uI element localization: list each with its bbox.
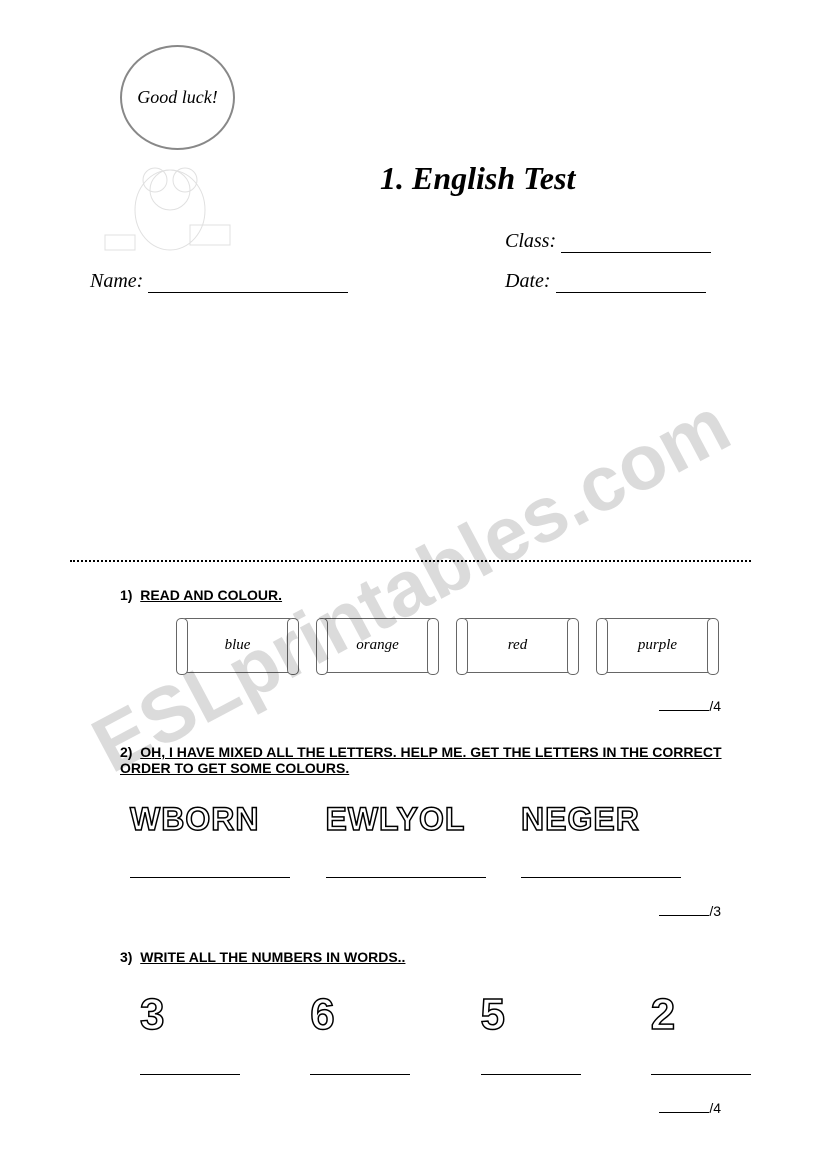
balloon: Good luck!	[120, 45, 235, 150]
q1-score: /4	[70, 698, 721, 714]
header-area: Good luck! 1. English Test Class: Name: …	[70, 60, 751, 310]
scrambled-word: NEGER	[521, 801, 701, 838]
score-input-line[interactable]	[659, 904, 709, 916]
q1-text: READ AND COLOUR.	[140, 587, 282, 603]
scroll-label: red	[508, 637, 527, 654]
scrambled-item: WBORN	[130, 801, 310, 878]
q1-heading: 1) READ AND COLOUR.	[120, 587, 751, 603]
scrambled-word: EWLYOL	[326, 801, 506, 838]
outline-number: 3	[140, 990, 240, 1040]
number-item: 3	[140, 990, 240, 1075]
date-label: Date:	[505, 270, 551, 292]
number-item: 5	[481, 990, 581, 1075]
q2-items: WBORN EWLYOL NEGER	[130, 801, 701, 878]
outline-number: 6	[310, 990, 410, 1040]
teddy-bear-icon	[100, 140, 240, 260]
q3-heading: 3) WRITE ALL THE NUMBERS IN WORDS..	[120, 949, 751, 965]
answer-line[interactable]	[521, 843, 681, 878]
scroll-item[interactable]: purple	[600, 618, 715, 673]
q3-number: 3)	[120, 949, 132, 965]
question-2: 2) OH, I HAVE MIXED ALL THE LETTERS. HEL…	[120, 744, 751, 878]
name-field: Name:	[90, 270, 348, 293]
answer-line[interactable]	[130, 843, 290, 878]
scroll-item[interactable]: blue	[180, 618, 295, 673]
scrambled-item: NEGER	[521, 801, 701, 878]
q2-max: /3	[709, 903, 721, 919]
page-title: 1. English Test	[380, 160, 575, 197]
question-3: 3) WRITE ALL THE NUMBERS IN WORDS.. 3 6 …	[120, 949, 751, 1075]
date-field: Date:	[505, 270, 706, 293]
score-input-line[interactable]	[659, 699, 709, 711]
scroll-label: blue	[225, 637, 251, 654]
class-label: Class:	[505, 230, 556, 252]
q3-max: /4	[709, 1100, 721, 1116]
scroll-label: orange	[356, 637, 399, 654]
name-input-line[interactable]	[148, 279, 348, 293]
answer-line[interactable]	[481, 1045, 581, 1075]
watermark: ESLprintables.com	[77, 378, 744, 790]
scrambled-item: EWLYOL	[326, 801, 506, 878]
name-label: Name:	[90, 270, 143, 292]
answer-line[interactable]	[140, 1045, 240, 1075]
divider	[70, 560, 751, 562]
q3-score: /4	[70, 1100, 721, 1116]
q2-number: 2)	[120, 744, 132, 760]
scrambled-word: WBORN	[130, 801, 310, 838]
answer-line[interactable]	[310, 1045, 410, 1075]
q1-number: 1)	[120, 587, 132, 603]
scroll-item[interactable]: red	[460, 618, 575, 673]
q2-score: /3	[70, 903, 721, 919]
q3-items: 3 6 5 2	[140, 990, 751, 1075]
class-field: Class:	[505, 230, 711, 253]
number-item: 6	[310, 990, 410, 1075]
q1-max: /4	[709, 698, 721, 714]
q1-scrolls: blue orange red purple	[180, 618, 751, 673]
q2-text: OH, I HAVE MIXED ALL THE LETTERS. HELP M…	[120, 744, 722, 776]
question-1: 1) READ AND COLOUR. blue orange red purp…	[120, 587, 751, 673]
scroll-label: purple	[638, 637, 677, 654]
scroll-item[interactable]: orange	[320, 618, 435, 673]
date-input-line[interactable]	[556, 279, 706, 293]
number-item: 2	[651, 990, 751, 1075]
score-input-line[interactable]	[659, 1101, 709, 1113]
answer-line[interactable]	[651, 1045, 751, 1075]
bear-illustration: Good luck!	[70, 60, 260, 260]
balloon-text: Good luck!	[137, 87, 217, 109]
outline-number: 5	[481, 990, 581, 1040]
outline-number: 2	[651, 990, 751, 1040]
q2-heading: 2) OH, I HAVE MIXED ALL THE LETTERS. HEL…	[120, 744, 751, 776]
q3-text: WRITE ALL THE NUMBERS IN WORDS..	[140, 949, 405, 965]
class-input-line[interactable]	[561, 239, 711, 253]
answer-line[interactable]	[326, 843, 486, 878]
